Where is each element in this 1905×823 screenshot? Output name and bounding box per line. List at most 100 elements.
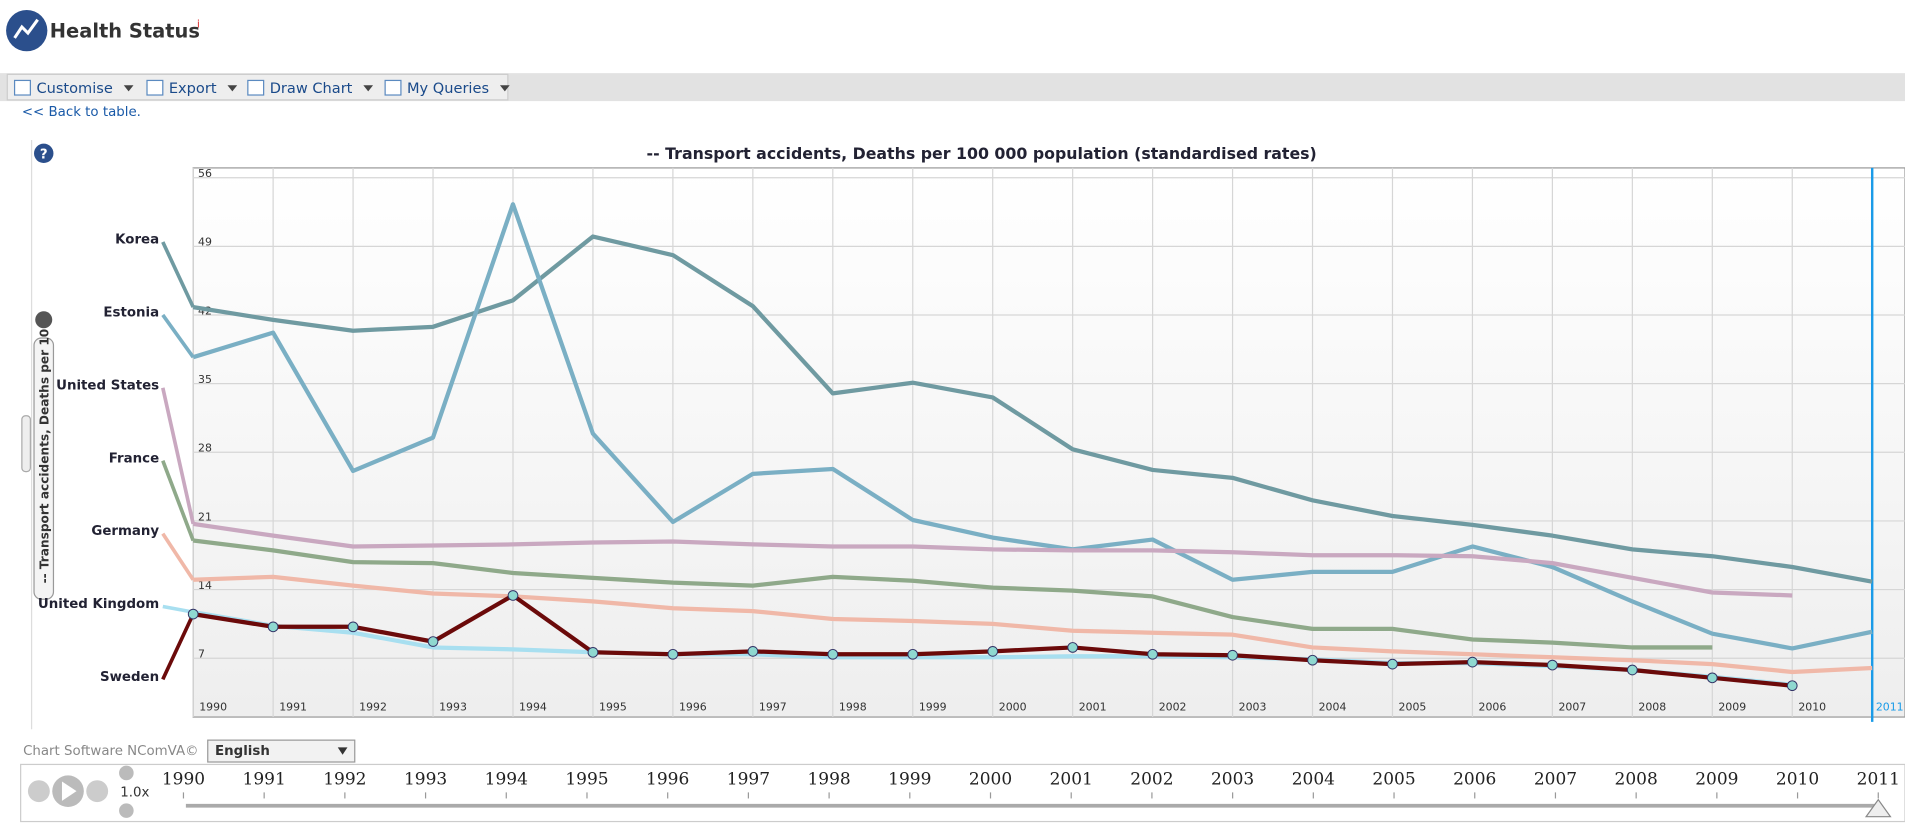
toolbar-button[interactable]: My Queries xyxy=(407,80,489,97)
toolbar-button[interactable]: Customise xyxy=(36,80,112,97)
language-select[interactable] xyxy=(207,739,356,763)
y-tick-label: 56 xyxy=(198,167,212,180)
timeline-year[interactable]: 2009 xyxy=(1695,770,1738,790)
timeline-year[interactable]: 2002 xyxy=(1130,770,1173,790)
x-tick-label: 2009 xyxy=(1718,700,1746,713)
timeline-year[interactable]: 1995 xyxy=(565,770,608,790)
dropdown-arrow xyxy=(123,85,134,92)
timeline-year[interactable]: 2003 xyxy=(1211,770,1254,790)
help-glyph: ? xyxy=(40,148,48,163)
series-line xyxy=(192,521,1793,598)
x-tick-label: 2005 xyxy=(1399,700,1427,713)
timeline-handle[interactable] xyxy=(1864,798,1892,818)
x-tick-label: 1998 xyxy=(839,700,867,713)
dropdown-arrow xyxy=(227,85,238,92)
legend-label: Korea xyxy=(115,233,159,248)
timeline-year[interactable]: 2005 xyxy=(1372,770,1415,790)
series-marker xyxy=(1067,642,1079,653)
legend-connector xyxy=(162,604,194,614)
series-marker xyxy=(1626,664,1638,676)
legend-label: Sweden xyxy=(100,670,159,685)
help-icon[interactable] xyxy=(34,143,54,164)
timeline-year[interactable]: 2000 xyxy=(969,770,1012,790)
legend-connector xyxy=(161,460,195,542)
timeline-year[interactable]: 2010 xyxy=(1776,770,1819,790)
info-icon[interactable]: i xyxy=(197,18,200,31)
y-tick-label: 21 xyxy=(198,510,212,523)
dropdown-arrow xyxy=(499,85,510,92)
series-marker xyxy=(587,646,599,658)
x-tick-label: 1991 xyxy=(279,700,307,713)
y-tick-label: 28 xyxy=(198,442,212,455)
series-marker xyxy=(1786,680,1798,692)
back-link[interactable]: << Back to table. xyxy=(22,105,141,120)
series-line xyxy=(192,234,1873,584)
timeline-year[interactable]: 2008 xyxy=(1615,770,1658,790)
x-tick-label: 2000 xyxy=(999,700,1027,713)
y-tick-label: 35 xyxy=(198,373,212,386)
y-tick-label: 49 xyxy=(198,236,212,249)
speed-down[interactable] xyxy=(119,803,134,818)
series-marker xyxy=(1147,648,1158,660)
toolbar-icon xyxy=(146,79,164,96)
timeline-year[interactable]: 1996 xyxy=(646,770,689,790)
collapse-handle[interactable] xyxy=(21,415,31,473)
timeline-year[interactable]: 2004 xyxy=(1292,770,1335,790)
timeline-year[interactable]: 1997 xyxy=(727,770,770,790)
side-tab[interactable] xyxy=(33,337,55,600)
dropdown-arrow xyxy=(363,85,374,92)
x-tick-label: 2002 xyxy=(1159,700,1187,713)
x-tick-label: 2003 xyxy=(1239,700,1267,713)
legend-connector xyxy=(161,241,195,308)
timeline-year[interactable]: 1993 xyxy=(404,770,447,790)
toolbar-button[interactable]: Draw Chart xyxy=(270,80,353,97)
timeline-year[interactable]: 2007 xyxy=(1534,770,1577,790)
x-tick-label: 2007 xyxy=(1558,700,1586,713)
language-value: English xyxy=(215,744,270,759)
series-marker xyxy=(827,648,839,660)
x-tick-label: 1993 xyxy=(439,700,467,713)
timeline-year[interactable]: 1992 xyxy=(323,770,366,790)
timeline-year[interactable]: 1991 xyxy=(243,770,286,790)
series-line xyxy=(193,574,1873,675)
series-line xyxy=(192,538,1713,650)
series-marker xyxy=(187,608,199,620)
prev-button[interactable] xyxy=(27,780,50,803)
x-tick-label: 2008 xyxy=(1638,700,1666,713)
x-tick-label: 2011 xyxy=(1876,700,1904,713)
timeline-year[interactable]: 1994 xyxy=(485,770,528,790)
timeline-year[interactable]: 2006 xyxy=(1453,770,1496,790)
play-glyph xyxy=(61,781,77,801)
speed-up[interactable] xyxy=(119,765,134,781)
series-marker xyxy=(1547,659,1558,671)
toolbar-icon xyxy=(384,79,402,96)
toolbar-button[interactable]: Export xyxy=(169,80,217,97)
toolbar-icon xyxy=(13,79,31,96)
footer: Chart Software NComVA© xyxy=(23,744,198,759)
legend-label: Germany xyxy=(91,524,159,539)
side-info-icon[interactable] xyxy=(35,311,53,329)
x-tick-label: 1990 xyxy=(199,700,227,713)
series-marker xyxy=(907,648,919,660)
x-tick-label: 2004 xyxy=(1319,700,1347,713)
next-button[interactable] xyxy=(86,780,109,803)
series-marker xyxy=(267,621,279,633)
x-tick-label: 1994 xyxy=(519,700,547,713)
timeline-year[interactable]: 1990 xyxy=(162,770,205,790)
series-marker xyxy=(1706,672,1718,684)
x-tick-label: 2010 xyxy=(1798,700,1826,713)
timeline-year[interactable]: 1998 xyxy=(807,770,850,790)
legend-connector xyxy=(161,613,195,681)
side-tab-label: -- Transport accidents, Deaths per 10 xyxy=(37,329,51,584)
timeline-year[interactable]: 2011 xyxy=(1857,770,1900,790)
legend-connector xyxy=(161,313,195,359)
chart-title: -- Transport accidents, Deaths per 100 0… xyxy=(647,144,1317,163)
timeline-year[interactable]: 2001 xyxy=(1050,770,1093,790)
timeline-year[interactable]: 1999 xyxy=(888,770,931,790)
x-tick-label: 1997 xyxy=(759,700,787,713)
legend-connector xyxy=(161,387,195,525)
legend-label: United Kingdom xyxy=(38,597,159,612)
legend-label: United States xyxy=(56,378,159,393)
toolbar-icon xyxy=(247,79,265,96)
series-marker xyxy=(667,648,679,660)
